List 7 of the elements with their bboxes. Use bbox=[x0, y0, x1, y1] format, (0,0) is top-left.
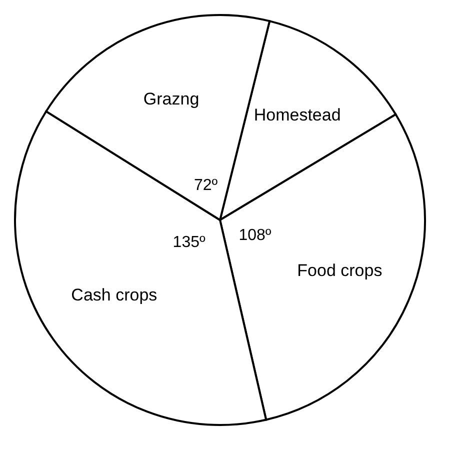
slice-label: Grazng bbox=[143, 89, 200, 108]
data-label: 108º bbox=[238, 226, 272, 244]
slice-label: Cash crops bbox=[71, 285, 158, 304]
slice-label: Homestead bbox=[254, 106, 341, 124]
data-label: 72º bbox=[194, 176, 218, 194]
data-label: 135º bbox=[172, 234, 206, 252]
slice-label: Food crops bbox=[297, 260, 382, 280]
